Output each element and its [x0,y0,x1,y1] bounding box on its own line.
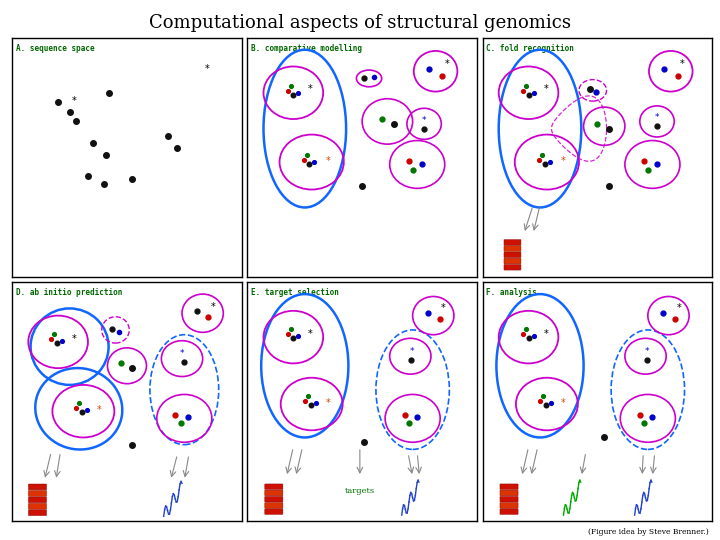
Text: E. target selection: E. target selection [251,288,338,297]
Text: *: * [205,64,210,74]
Text: *: * [544,84,548,94]
FancyBboxPatch shape [500,484,518,490]
FancyBboxPatch shape [500,496,518,502]
FancyBboxPatch shape [265,490,283,496]
Text: (Figure idea by Steve Brenner.): (Figure idea by Steve Brenner.) [588,528,709,536]
FancyBboxPatch shape [265,509,283,515]
FancyBboxPatch shape [504,252,521,258]
Text: *: * [72,334,76,345]
Text: F. analysis: F. analysis [486,288,537,297]
FancyBboxPatch shape [28,510,47,516]
FancyBboxPatch shape [28,490,47,496]
Text: *: * [680,59,685,69]
Text: *: * [308,84,313,94]
Text: *: * [676,303,681,313]
Text: targets: targets [345,487,375,495]
FancyBboxPatch shape [265,503,283,508]
FancyBboxPatch shape [28,497,47,503]
Text: B. comparative modelling: B. comparative modelling [251,44,362,53]
Text: *: * [445,59,449,69]
FancyBboxPatch shape [28,484,47,490]
Text: *: * [72,96,76,106]
Text: *: * [325,156,330,166]
FancyBboxPatch shape [504,240,521,245]
FancyBboxPatch shape [504,258,521,264]
FancyBboxPatch shape [500,490,518,496]
Text: A. sequence space: A. sequence space [16,44,94,53]
Text: *: * [441,303,446,313]
FancyBboxPatch shape [28,503,47,509]
Text: *: * [544,328,548,339]
Text: *: * [644,347,649,356]
FancyBboxPatch shape [500,509,518,515]
FancyBboxPatch shape [265,496,283,502]
Text: *: * [561,398,565,408]
Text: *: * [422,116,426,125]
Text: *: * [97,405,102,415]
Text: *: * [180,349,184,359]
Text: C. fold recognition: C. fold recognition [486,44,574,53]
FancyBboxPatch shape [265,484,283,490]
FancyBboxPatch shape [504,246,521,252]
Text: *: * [308,328,313,339]
FancyBboxPatch shape [500,503,518,508]
Text: *: * [325,398,330,408]
Text: D. ab initio prediction: D. ab initio prediction [16,288,122,297]
Text: *: * [211,302,215,312]
FancyBboxPatch shape [504,265,521,270]
Text: *: * [409,347,414,356]
Text: *: * [654,113,660,123]
Text: Computational aspects of structural genomics: Computational aspects of structural geno… [149,14,571,31]
Text: *: * [561,156,565,166]
